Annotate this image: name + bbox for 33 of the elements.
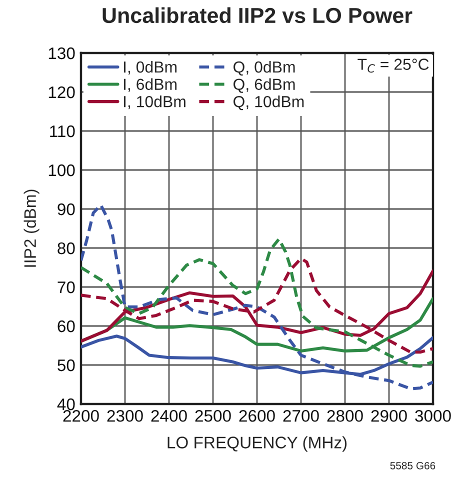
x-tick-label: 2500 bbox=[195, 410, 231, 422]
y-tick-label: 40 bbox=[57, 398, 75, 410]
legend-label: I, 6dBm bbox=[124, 78, 177, 92]
x-axis-title: LO FREQUENCY (MHz) bbox=[168, 436, 347, 452]
y-tick-label: 110 bbox=[50, 125, 75, 138]
legend-label: Q, 6dBm bbox=[234, 78, 295, 93]
x-tick-label: 2800 bbox=[327, 410, 363, 422]
x-tick-label: 2600 bbox=[239, 410, 275, 422]
legend-label: I, 10dBm bbox=[124, 96, 186, 110]
y-tick-label: 90 bbox=[58, 203, 75, 216]
x-tick-label: 2900 bbox=[371, 410, 407, 422]
y-tick-label: 60 bbox=[58, 320, 75, 332]
legend-label: Q, 10dBm bbox=[234, 96, 304, 110]
text: 5585 G66 bbox=[390, 462, 436, 470]
y-tick-label: 80 bbox=[58, 242, 75, 254]
x-tick-label: 2200 bbox=[63, 410, 99, 422]
x-tick-label: 3000 bbox=[415, 410, 451, 422]
x-tick-label: 2300 bbox=[107, 410, 143, 422]
y-tick-label: 130 bbox=[48, 47, 75, 60]
y-tick-label: 120 bbox=[48, 86, 75, 98]
y-tick-label: 50 bbox=[58, 359, 75, 372]
line-series bbox=[81, 238, 433, 368]
line-series bbox=[81, 204, 433, 390]
x-tick-label: 2400 bbox=[151, 410, 187, 422]
line-series bbox=[81, 257, 433, 354]
y-tick-label: 100 bbox=[48, 164, 75, 176]
chart-title: Uncalibrated IIP2 vs LO Power bbox=[102, 7, 412, 24]
annotation: T$_{C}$ = 25°C bbox=[358, 58, 429, 73]
x-tick-label: 2700 bbox=[283, 410, 319, 422]
y-axis-title: IIP2 (dBm) bbox=[24, 190, 40, 267]
legend-label: I, 0dBm bbox=[124, 60, 177, 75]
y-tick-label: 70 bbox=[58, 281, 75, 294]
legend-label: Q, 0dBm bbox=[234, 60, 295, 76]
